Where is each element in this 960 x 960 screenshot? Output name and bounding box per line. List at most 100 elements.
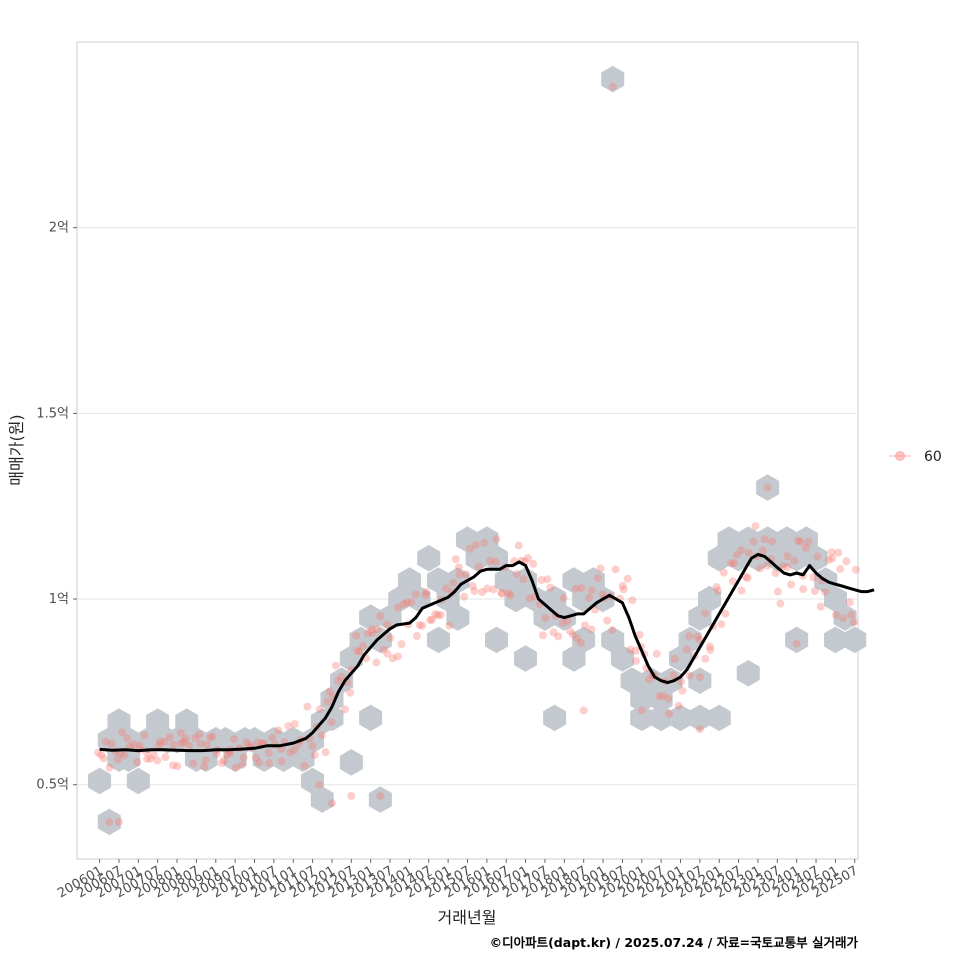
scatter-point <box>239 753 248 762</box>
hexbin <box>446 567 470 594</box>
scatter-point <box>264 748 273 757</box>
scatter-point <box>373 625 382 634</box>
scatter-point <box>480 538 489 547</box>
scatter-point <box>669 671 678 680</box>
scatter-point <box>483 584 492 593</box>
hexbin <box>610 645 634 672</box>
scatter-point <box>195 730 204 739</box>
scatter-point <box>206 733 215 742</box>
scatter-point <box>268 733 277 742</box>
scatter-point <box>626 645 635 654</box>
scatter-point <box>783 562 792 571</box>
y-tick-label: 1.5억 <box>36 406 69 421</box>
hexbin <box>562 645 586 672</box>
scatter-point <box>169 761 178 770</box>
scatter-point <box>449 578 458 587</box>
scatter-point <box>706 645 715 654</box>
hexbin <box>339 749 363 776</box>
scatter-point <box>327 799 336 808</box>
scatter-point <box>455 570 464 579</box>
hexbin <box>833 604 857 631</box>
scatter-point <box>383 649 392 658</box>
trend-line-group <box>99 553 875 753</box>
scatter-point <box>347 791 356 800</box>
scatter-point <box>645 675 654 684</box>
scatter-point <box>537 576 546 585</box>
scatter-point <box>792 639 801 648</box>
scatter-point <box>628 596 637 605</box>
scatter-point <box>146 754 155 763</box>
scatter-point <box>355 647 364 656</box>
scatter-point <box>665 709 674 718</box>
scatter-point <box>593 574 602 583</box>
scatter-point <box>422 587 431 596</box>
scatter-point <box>352 646 361 655</box>
scatter-point <box>107 739 116 748</box>
hexbin <box>736 660 760 687</box>
scatter-point <box>821 587 830 596</box>
scatter-point <box>352 631 361 640</box>
scatter-point <box>317 731 326 740</box>
scatter-point <box>386 634 395 643</box>
scatter-point <box>839 614 848 623</box>
scatter-point <box>809 573 818 582</box>
scatter-point <box>751 522 760 531</box>
scatter-point <box>732 550 741 559</box>
scatter-point <box>492 535 501 544</box>
scatter-point <box>851 565 860 574</box>
hexbin <box>368 786 392 813</box>
scatter-point <box>603 616 612 625</box>
scatter-point <box>376 612 385 621</box>
scatter-point <box>169 740 178 749</box>
scatter-point <box>842 557 851 566</box>
scatter-point <box>845 598 854 607</box>
scatter-point <box>827 548 836 557</box>
scatter-point <box>664 694 673 703</box>
scatter-point <box>523 553 532 562</box>
y-tick-label: 2억 <box>49 221 69 236</box>
scatter-point <box>156 737 165 746</box>
scatter-point <box>201 756 210 765</box>
y-tick-label: 0.5억 <box>36 778 69 793</box>
scatter-point <box>768 537 777 546</box>
scatter-point <box>608 626 617 635</box>
scatter-point <box>367 625 376 634</box>
scatter-point <box>773 587 782 596</box>
hexbin <box>310 786 334 813</box>
hexbin <box>601 65 625 93</box>
scatter-point <box>608 82 617 91</box>
scatter-point <box>212 750 221 759</box>
scatter-point <box>346 688 355 697</box>
scatter-point <box>776 599 785 608</box>
scatter-point <box>101 737 110 746</box>
scatter-point <box>486 556 495 565</box>
scatter-point <box>637 706 646 715</box>
hexbin <box>514 645 538 672</box>
scatter-point <box>466 544 475 553</box>
scatter-point <box>568 630 577 639</box>
scatter-point <box>191 734 200 743</box>
scatter-point <box>635 630 644 639</box>
scatter-point <box>804 537 813 546</box>
scatter-point <box>756 564 765 573</box>
scatter-point <box>421 591 430 600</box>
scatter-point <box>529 559 538 568</box>
scatter-point <box>143 754 152 763</box>
scatter-point <box>579 706 588 715</box>
trend-line <box>99 553 875 753</box>
scatter-point <box>832 610 841 619</box>
scatter-point <box>713 586 722 595</box>
scatter-point <box>399 599 408 608</box>
scatter-point <box>315 705 324 714</box>
scatter-point <box>737 586 746 595</box>
scatter-point <box>231 763 240 772</box>
scatter-point <box>202 740 211 749</box>
scatter-point <box>403 598 412 607</box>
hexbin <box>426 626 450 654</box>
hexbin <box>668 704 693 732</box>
scatter-point <box>129 740 138 749</box>
scatter-point <box>468 581 477 590</box>
hexbin <box>485 626 509 654</box>
scatter-point <box>801 543 810 552</box>
scatter-point <box>563 617 572 626</box>
